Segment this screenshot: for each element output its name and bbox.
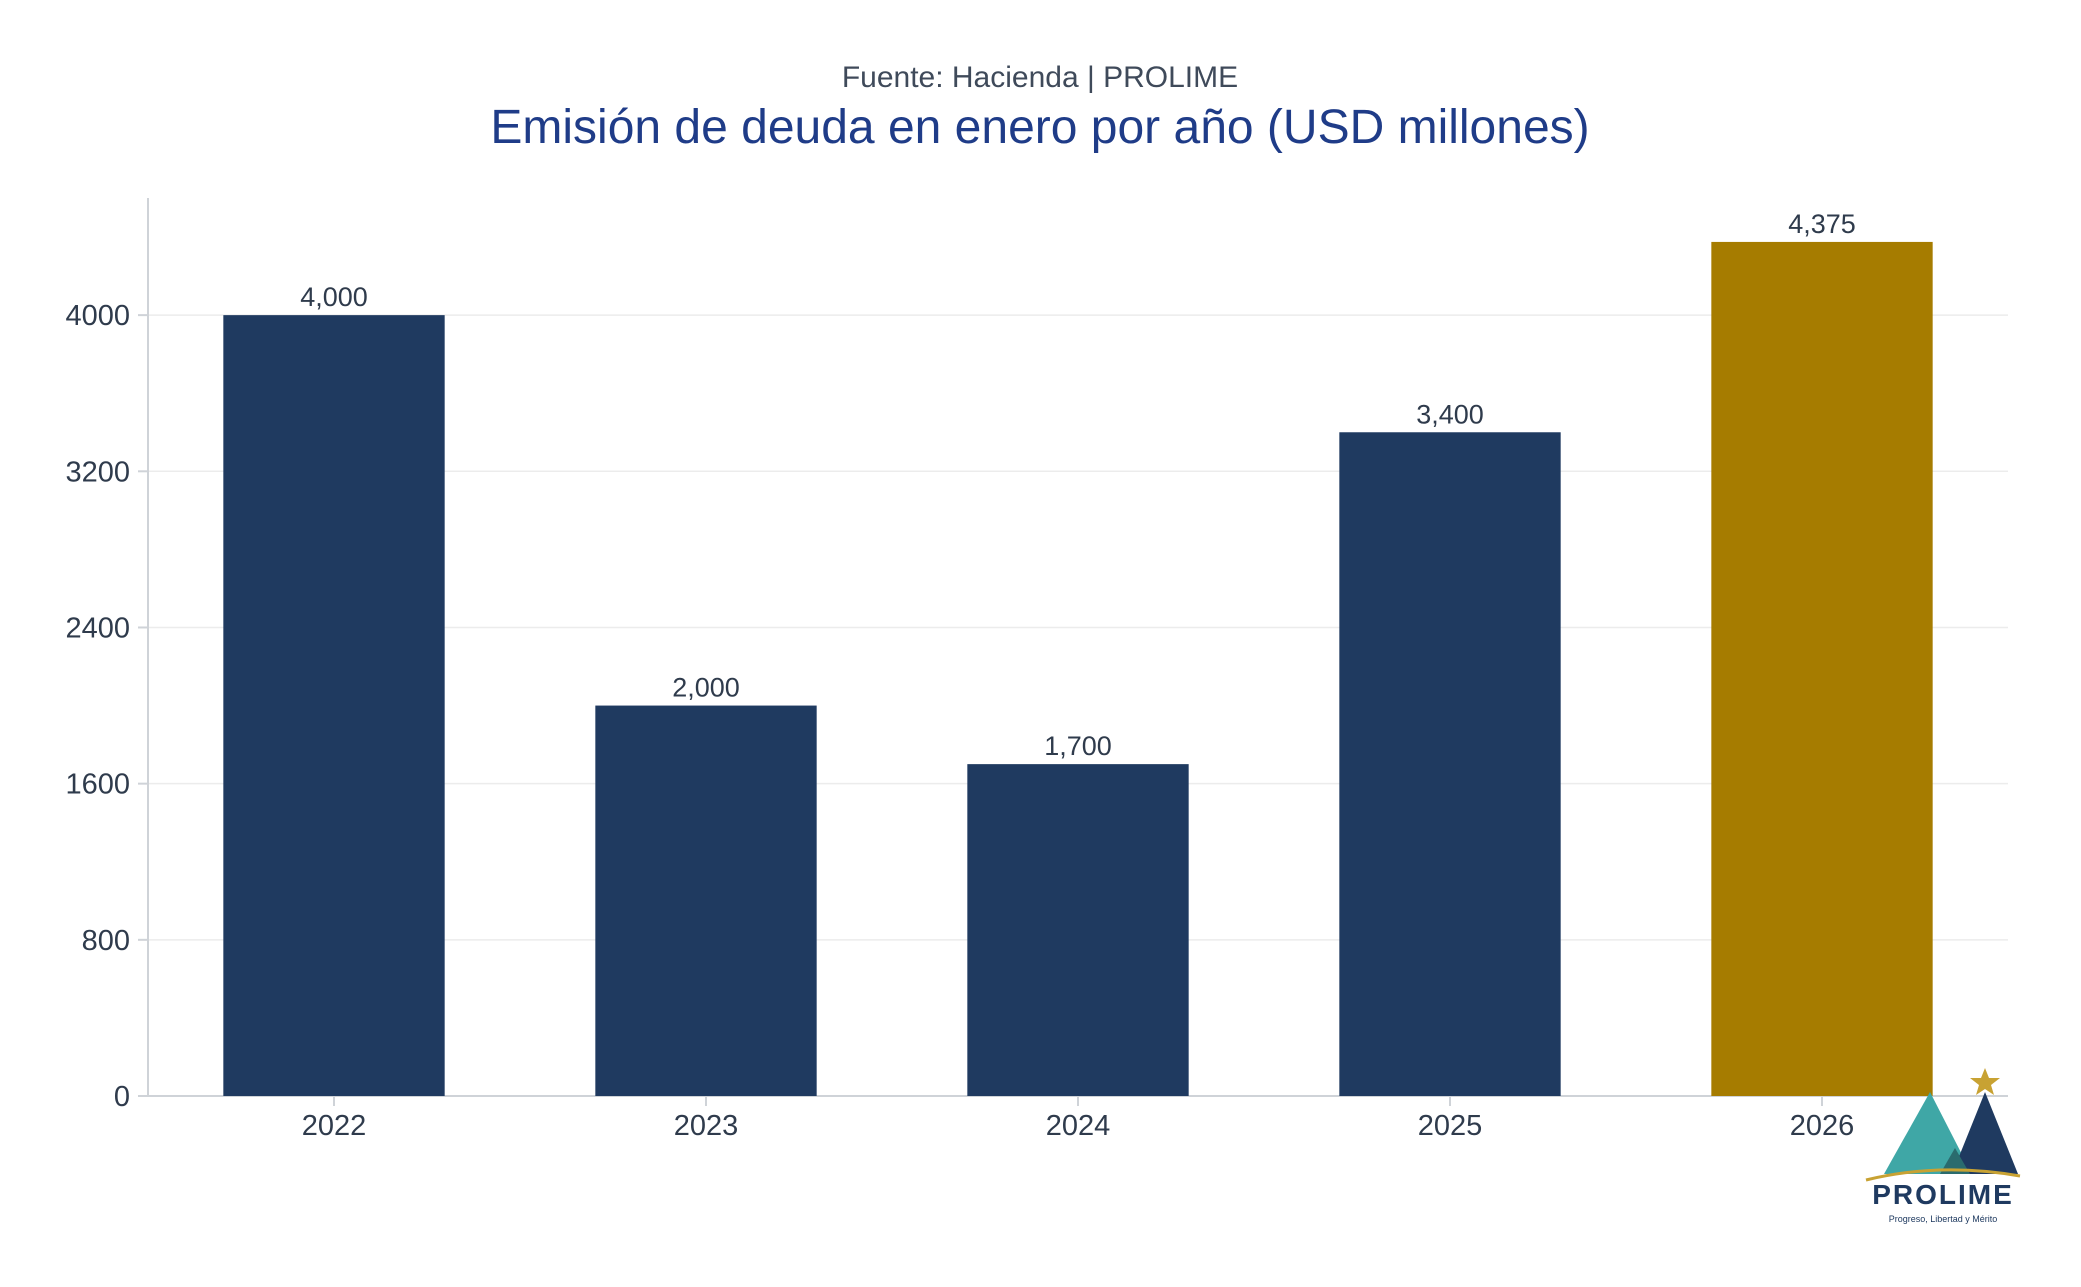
bar-2025 <box>1339 432 1561 1096</box>
bar-value-label: 3,400 <box>1416 399 1484 429</box>
x-tick-label: 2023 <box>674 1110 739 1142</box>
bar-value-label: 2,000 <box>672 673 740 703</box>
x-tick-label: 2024 <box>1046 1110 1111 1142</box>
x-tick-label: 2022 <box>302 1110 367 1142</box>
y-tick-label: 4000 <box>65 300 130 332</box>
y-tick-label: 3200 <box>65 456 130 488</box>
data-labels: 4,000 2,000 1,700 3,400 4,375 <box>300 209 1856 761</box>
chart-title: Emisión de deuda en enero por año (USD m… <box>490 101 1589 154</box>
bar-2024 <box>967 764 1189 1096</box>
x-tick-label: 2026 <box>1790 1110 1855 1142</box>
x-tick-label: 2025 <box>1418 1110 1483 1142</box>
logo-tagline: Progreso, Libertad y Mérito <box>1889 1214 1998 1224</box>
bar-2023 <box>595 705 817 1096</box>
axes: 0 800 1600 2400 3200 4000 2022 2023 2024 2025 2026 <box>65 198 2008 1142</box>
y-tick-label: 2400 <box>65 612 130 644</box>
y-tick-label: 1600 <box>65 769 130 801</box>
bar-value-label: 4,375 <box>1788 209 1856 239</box>
bar-value-label: 1,700 <box>1044 731 1112 761</box>
chart-subtitle: Fuente: Hacienda | PROLIME <box>842 61 1238 94</box>
prolime-logo: PROLIME Progreso, Libertad y Mérito <box>1865 1068 2021 1224</box>
y-tick-label: 0 <box>114 1081 130 1113</box>
bar-2026 <box>1711 241 1933 1096</box>
logo-name: PROLIME <box>1872 1179 2014 1210</box>
star-icon <box>1970 1068 2000 1095</box>
gridlines <box>148 314 2008 941</box>
bar-value-label: 4,000 <box>300 282 368 312</box>
bars <box>223 241 1933 1096</box>
mountain-star-logo <box>1865 1068 2021 1182</box>
bar-2022 <box>223 315 445 1096</box>
y-tick-label: 800 <box>82 925 130 957</box>
